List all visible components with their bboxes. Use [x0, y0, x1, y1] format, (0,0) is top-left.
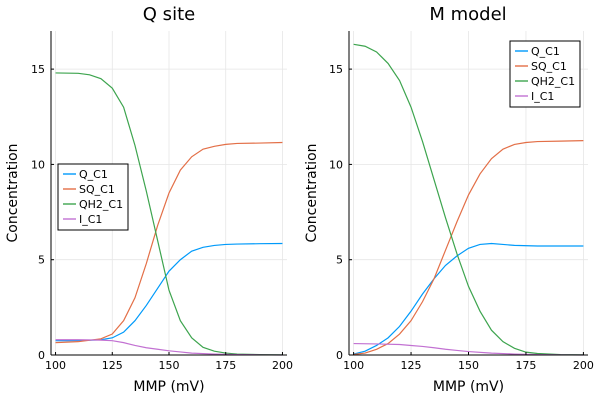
y-tick-label: 5	[38, 254, 45, 267]
series-line-qh2-c1	[55, 72, 283, 356]
x-tick-label: 150	[458, 359, 479, 372]
x-axis-label: MMP (mV)	[133, 379, 204, 395]
x-tick-label: 175	[215, 359, 236, 372]
x-tick-label: 100	[343, 359, 364, 372]
x-tick-label: 125	[401, 359, 422, 372]
y-axis-label: Concentration	[5, 143, 21, 242]
legend-label: I_C1	[531, 90, 554, 103]
x-tick-label: 150	[159, 359, 180, 372]
panel-m-model: 100 125 150 175 200 0 5 10 15 M model MMP (mV) Conc…	[304, 4, 594, 395]
y-tick-label: 10	[329, 158, 343, 171]
chart-title: M model	[429, 4, 506, 25]
series-line-i-c1	[55, 339, 283, 356]
x-tick-label: 175	[515, 359, 536, 372]
legend-label: SQ_C1	[531, 60, 567, 73]
series-line-q-c1	[353, 242, 584, 355]
y-tick-label: 5	[336, 254, 343, 267]
legend-label: QH2_C1	[531, 75, 575, 88]
y-axis-label: Concentration	[304, 143, 320, 242]
x-tick-label: 200	[573, 359, 594, 372]
x-tick-label: 100	[45, 359, 66, 372]
legend: Q_C1 SQ_C1 QH2_C1 I_C1	[57, 163, 129, 231]
y-tick-label: 15	[31, 63, 45, 76]
chart-title: Q site	[143, 4, 195, 25]
legend-label: Q_C1	[79, 168, 108, 181]
y-tick-label: 0	[336, 349, 343, 362]
legend-label: QH2_C1	[79, 198, 123, 211]
legend-label: Q_C1	[531, 45, 560, 58]
legend-label: SQ_C1	[79, 183, 115, 196]
x-tick-label: 200	[272, 359, 293, 372]
y-tick-label: 15	[329, 63, 343, 76]
panel-q-site: 100 125 150 175 200 0 5 10 15 Q site MMP (mV) Conce…	[5, 4, 293, 395]
y-tick-label: 0	[38, 349, 45, 362]
x-tick-label: 125	[102, 359, 123, 372]
series-line-q-c1	[55, 242, 283, 342]
series-line-sq-c1	[353, 139, 584, 356]
series-line-sq-c1	[55, 141, 283, 344]
y-tick-label: 10	[31, 158, 45, 171]
x-axis-label: MMP (mV)	[433, 379, 504, 395]
legend: Q_C1 SQ_C1 QH2_C1 I_C1	[509, 40, 581, 108]
legend-label: I_C1	[79, 213, 102, 226]
